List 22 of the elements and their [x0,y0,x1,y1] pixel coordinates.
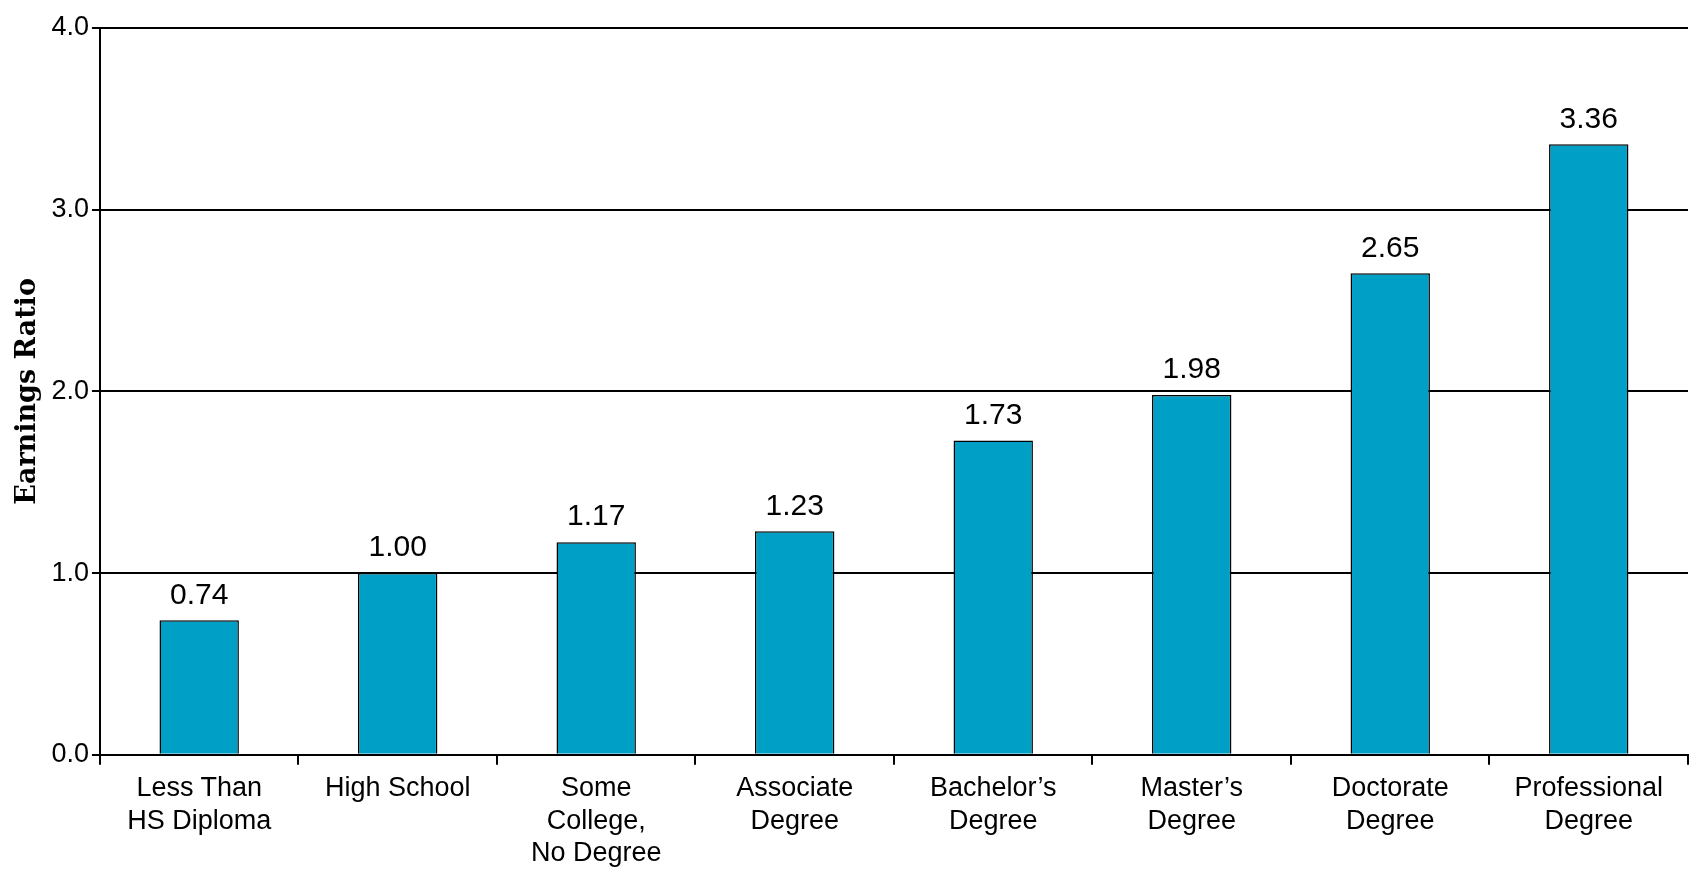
y-axis-title: Earnings Ratio [10,278,42,505]
data-label: 3.36 [1559,100,1618,134]
x-tick-label: Associate Degree [736,772,854,835]
data-label: 1.98 [1162,351,1221,385]
x-tick-label: Master’s Degree [1140,772,1243,835]
y-tick-label: 4.0 [51,11,89,42]
x-tick-label: Some College, No Degree [530,772,662,868]
data-label: 1.23 [765,487,824,521]
data-label: 1.00 [368,529,427,563]
y-tick-label: 3.0 [51,193,89,224]
x-tick-label: Professional Degree [1514,772,1664,835]
x-tick-label: High School [324,772,471,803]
x-tick-label: Less Than HS Diploma [127,772,273,835]
data-label: 1.73 [964,396,1023,430]
y-tick-label: 0.0 [51,738,89,769]
data-label: 0.74 [169,576,229,610]
data-label: 2.65 [1361,229,1420,263]
y-tick-label: 1.0 [51,556,89,587]
x-tick-label: Bachelor’s Degree [929,772,1057,835]
data-label: 1.17 [567,498,626,532]
y-tick-label: 2.0 [51,374,89,405]
x-tick-label: Doctorate Degree [1331,772,1449,835]
